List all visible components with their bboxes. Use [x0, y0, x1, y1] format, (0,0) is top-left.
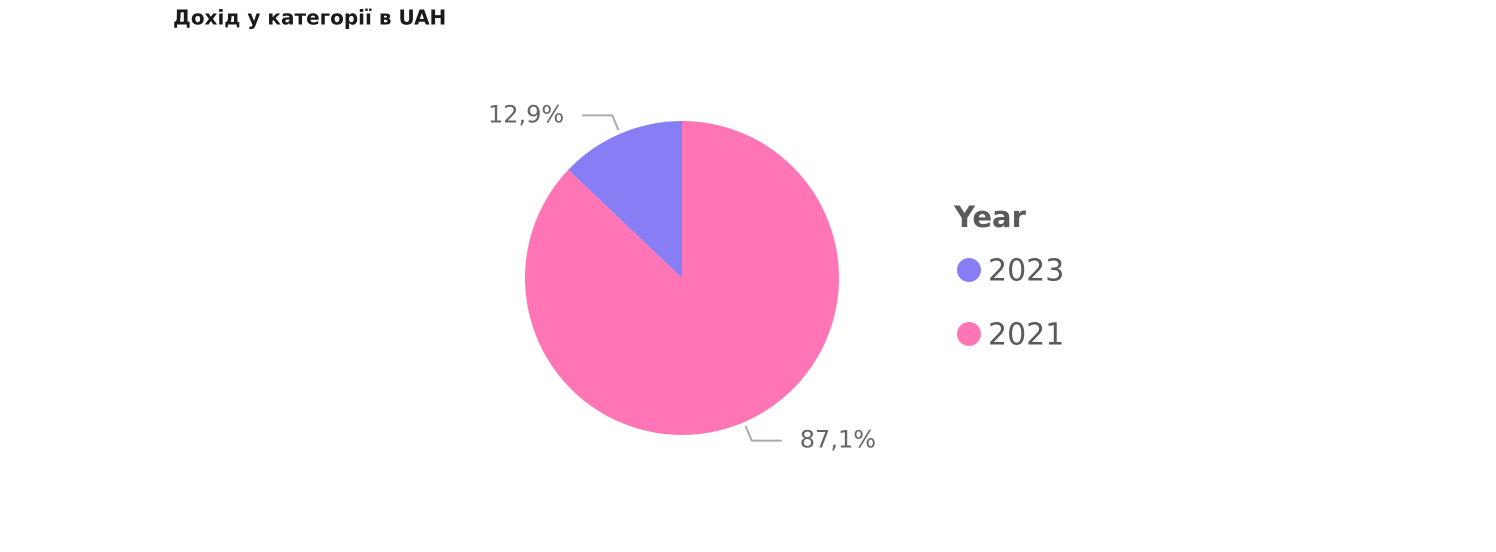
data-label: 87,1% [800, 426, 876, 454]
leader-line [582, 114, 620, 131]
legend-label: 2023 [988, 254, 1064, 289]
pie-slice [525, 121, 840, 436]
legend-marker [957, 322, 981, 346]
legend-title: Year [953, 200, 1027, 234]
data-label: 12,9% [488, 100, 564, 128]
legend-marker [957, 258, 981, 282]
pie-slice [568, 121, 682, 278]
leader-line [744, 425, 782, 442]
legend-label: 2021 [988, 318, 1064, 353]
chart-title: Дохід у категорії в UAH [173, 6, 446, 30]
